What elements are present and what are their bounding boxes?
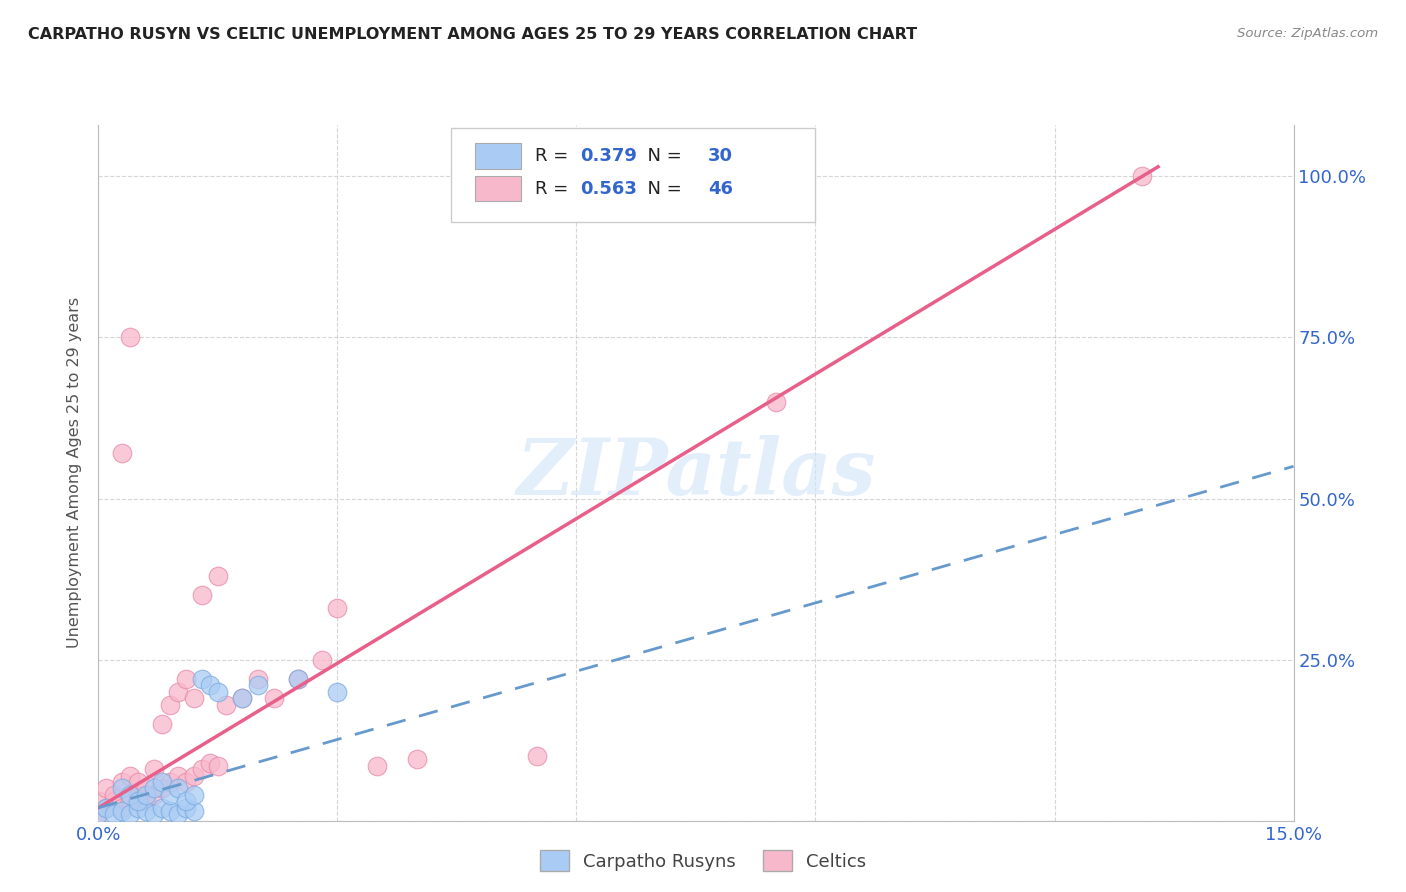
Text: CARPATHO RUSYN VS CELTIC UNEMPLOYMENT AMONG AGES 25 TO 29 YEARS CORRELATION CHAR: CARPATHO RUSYN VS CELTIC UNEMPLOYMENT AM… <box>28 27 917 42</box>
Point <box>167 768 190 782</box>
Point <box>231 691 253 706</box>
Text: R =: R = <box>534 180 574 198</box>
Point <box>246 672 269 686</box>
Point <box>143 807 166 822</box>
Point <box>127 775 149 789</box>
Point <box>174 775 197 789</box>
Text: 46: 46 <box>709 180 733 198</box>
Point <box>143 788 166 802</box>
Point <box>120 788 142 802</box>
FancyBboxPatch shape <box>475 176 522 202</box>
Point <box>167 781 190 796</box>
Text: 0.379: 0.379 <box>581 147 637 165</box>
Point <box>87 807 110 822</box>
Point <box>111 804 134 818</box>
Point <box>311 652 333 666</box>
Point <box>207 685 229 699</box>
Point <box>87 807 110 822</box>
Point <box>287 672 309 686</box>
Legend: Carpatho Rusyns, Celtics: Carpatho Rusyns, Celtics <box>533 843 873 879</box>
Point <box>150 775 173 789</box>
Point <box>191 672 214 686</box>
Point <box>183 804 205 818</box>
Point <box>159 775 181 789</box>
Point <box>135 781 157 796</box>
Point <box>103 807 125 822</box>
Point <box>191 762 214 776</box>
Point <box>406 752 429 766</box>
Point <box>326 601 349 615</box>
Text: Source: ZipAtlas.com: Source: ZipAtlas.com <box>1237 27 1378 40</box>
Point <box>263 691 285 706</box>
Point <box>366 759 388 773</box>
Point <box>167 807 190 822</box>
Point <box>326 685 349 699</box>
Point <box>198 756 221 770</box>
Point <box>167 685 190 699</box>
Point <box>96 801 118 815</box>
Point <box>159 788 181 802</box>
Point <box>96 781 118 796</box>
Point <box>1130 169 1153 184</box>
Point <box>135 788 157 802</box>
Point <box>135 804 157 818</box>
Text: N =: N = <box>637 180 688 198</box>
Point <box>111 801 134 815</box>
Point <box>231 691 253 706</box>
Point <box>207 759 229 773</box>
Point <box>765 395 787 409</box>
Point <box>143 762 166 776</box>
Point <box>143 781 166 796</box>
Point <box>96 801 118 815</box>
Point <box>150 781 173 796</box>
Text: ZIPatlas: ZIPatlas <box>516 434 876 511</box>
Point <box>103 788 125 802</box>
Point <box>120 330 142 344</box>
Point <box>111 781 134 796</box>
Point <box>135 794 157 808</box>
Point <box>150 801 173 815</box>
Text: 0.563: 0.563 <box>581 180 637 198</box>
Point <box>87 794 110 808</box>
Point <box>174 672 197 686</box>
Point <box>120 794 142 808</box>
Point <box>246 678 269 692</box>
Point <box>159 804 181 818</box>
Text: R =: R = <box>534 147 574 165</box>
Point <box>150 717 173 731</box>
Text: N =: N = <box>637 147 688 165</box>
Point <box>565 176 588 190</box>
Point <box>174 794 197 808</box>
FancyBboxPatch shape <box>451 128 815 222</box>
Point <box>191 588 214 602</box>
Text: 30: 30 <box>709 147 733 165</box>
Point <box>526 749 548 764</box>
Point <box>111 775 134 789</box>
Point <box>183 788 205 802</box>
Point <box>287 672 309 686</box>
Point <box>159 698 181 712</box>
Point <box>120 807 142 822</box>
Point <box>103 794 125 808</box>
Point <box>215 698 238 712</box>
Point <box>127 794 149 808</box>
Point <box>198 678 221 692</box>
Point <box>207 569 229 583</box>
Point <box>174 801 197 815</box>
Point <box>183 691 205 706</box>
Point <box>127 801 149 815</box>
Y-axis label: Unemployment Among Ages 25 to 29 years: Unemployment Among Ages 25 to 29 years <box>67 297 83 648</box>
FancyBboxPatch shape <box>475 143 522 169</box>
Point <box>120 768 142 782</box>
Point <box>111 446 134 460</box>
Point <box>183 768 205 782</box>
Point <box>127 788 149 802</box>
